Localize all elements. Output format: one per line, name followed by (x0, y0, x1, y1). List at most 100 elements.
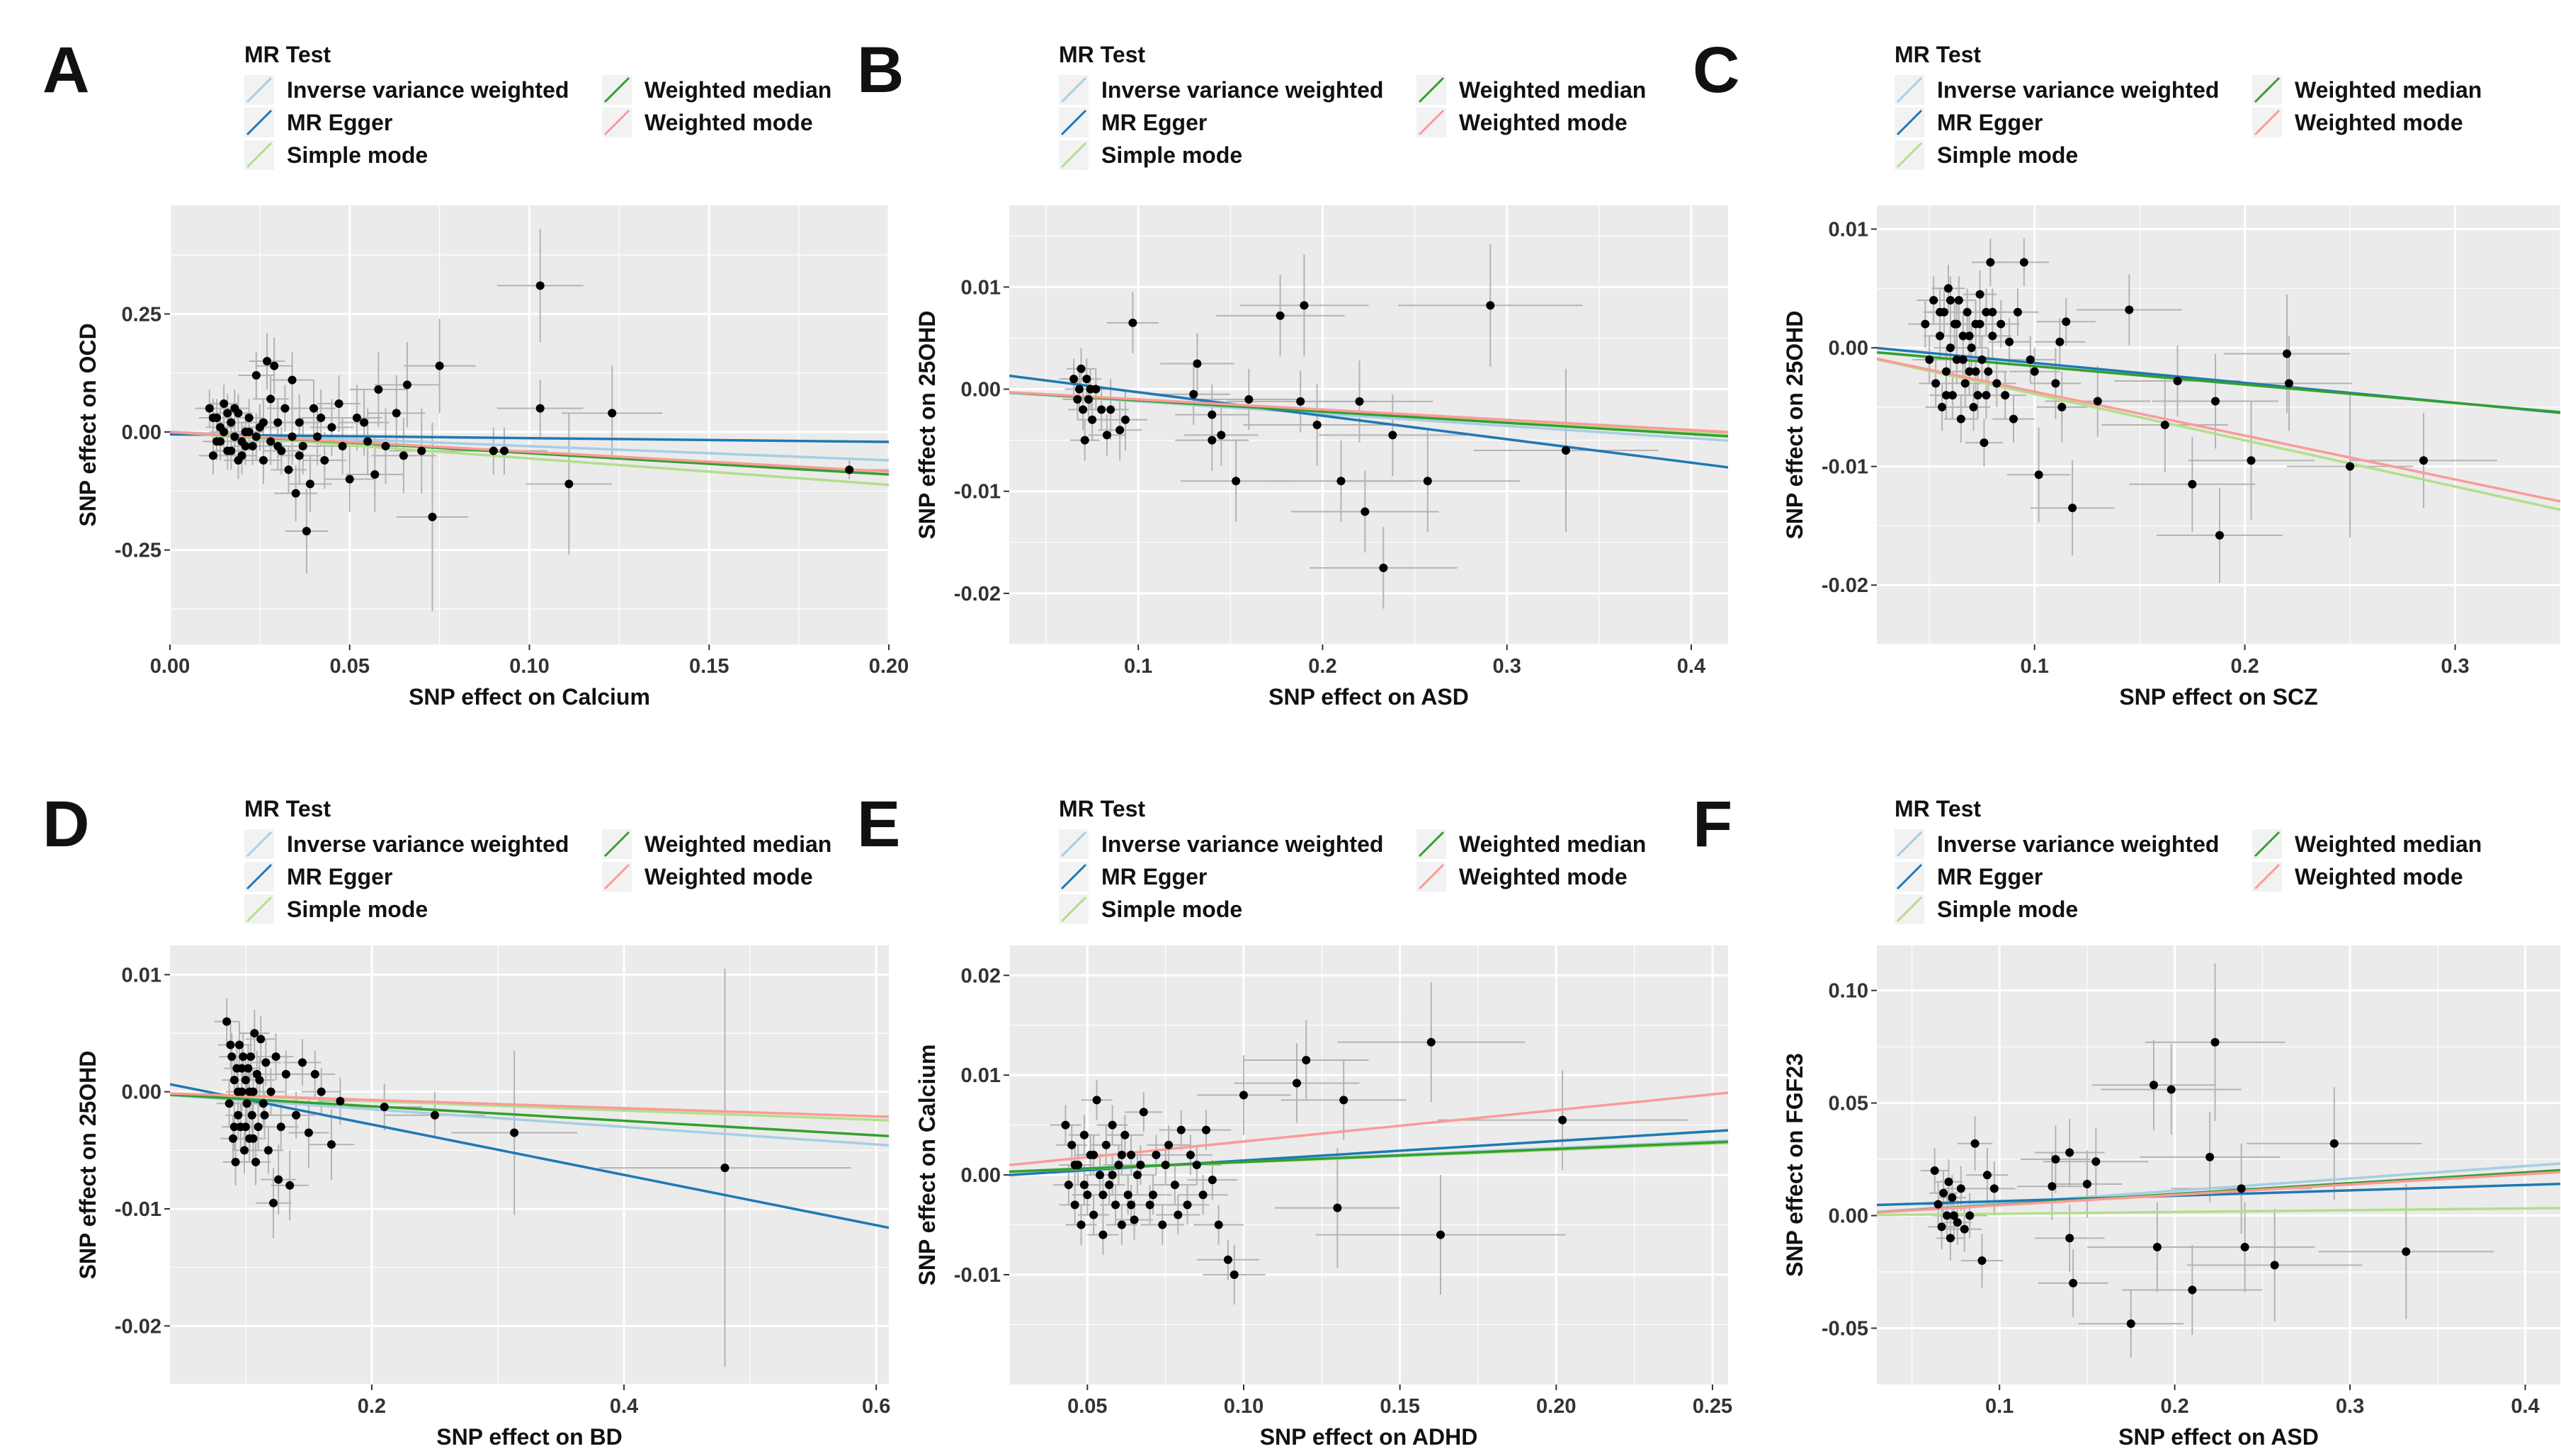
regression-line (170, 1083, 889, 1229)
legend-line (1060, 142, 1087, 169)
legend-label: Simple mode (1101, 897, 1242, 922)
data-point (1333, 1203, 1342, 1212)
data-point (1436, 1230, 1445, 1239)
legend-item: Inverse variance weighted (1895, 829, 2219, 859)
y-tick-label: 0.00 (122, 1081, 161, 1104)
points (1921, 258, 2428, 540)
data-point (1158, 1220, 1167, 1229)
legend: MR Test Inverse variance weighted MR Egger… (1059, 42, 1646, 170)
data-point (489, 446, 498, 455)
data-point (1105, 1181, 1114, 1190)
data-point (720, 1164, 729, 1173)
y-tick-label: 0.25 (122, 303, 161, 326)
data-point (1152, 1150, 1161, 1159)
data-point (1989, 1184, 1999, 1193)
data-point (1949, 1211, 1958, 1220)
legend-line (1418, 831, 1445, 858)
data-point (2001, 391, 2010, 400)
data-point (2188, 479, 2197, 489)
legend-item: Weighted median (1416, 75, 1646, 105)
data-point (1102, 431, 1111, 440)
legend-item: Simple mode (244, 894, 428, 924)
legend-item: Inverse variance weighted (244, 829, 569, 859)
regression-line (1009, 391, 1728, 433)
legend-item: Simple mode (1059, 140, 1242, 170)
data-point (2167, 1085, 2176, 1094)
x-tick-label: 0.15 (689, 655, 729, 678)
legend-label: Weighted median (1459, 831, 1646, 857)
data-point (1933, 1200, 1943, 1209)
data-point (229, 1122, 239, 1132)
data-point (1944, 1177, 1953, 1186)
x-axis-label: SNP effect on ASD (1268, 684, 1469, 710)
legend-label: MR Egger (1101, 110, 1207, 135)
legend-line (246, 76, 273, 103)
legend: MR Test Inverse variance weighted MR Egger… (1895, 42, 2482, 170)
legend-title: MR Test (1895, 796, 1981, 821)
data-point (1296, 397, 1305, 406)
data-point (2152, 1243, 2162, 1252)
legend-line (603, 831, 630, 858)
data-point (2065, 1234, 2074, 1243)
data-point (2160, 421, 2169, 429)
data-point (1098, 1230, 1108, 1239)
y-tick-label: 0.01 (1829, 219, 1868, 241)
data-point (1136, 1161, 1145, 1169)
legend-line (2254, 831, 2281, 858)
data-point (1108, 1171, 1117, 1180)
y-tick-label: -0.01 (1822, 456, 1868, 479)
data-point (1223, 1255, 1232, 1264)
y-tick-label: 0.00 (1829, 337, 1868, 360)
data-point (374, 385, 383, 394)
data-point (1980, 438, 1989, 448)
data-point (2125, 305, 2134, 314)
data-point (1937, 1222, 1946, 1232)
legend-label: MR Egger (1101, 864, 1207, 889)
data-point (352, 414, 361, 422)
data-point (1929, 296, 1938, 305)
data-point (1089, 1210, 1098, 1219)
legend-item: MR Egger (1059, 108, 1207, 137)
data-point (1956, 1184, 1965, 1193)
x-tick-label: 0.10 (509, 655, 549, 678)
data-point (234, 1110, 243, 1120)
legend-label: Simple mode (1937, 897, 2078, 922)
data-point (249, 1134, 258, 1143)
x-tick-label: 0.25 (1693, 1395, 1732, 1418)
data-point (273, 418, 283, 427)
legend-item: MR Egger (1895, 108, 2043, 137)
legend-line (246, 863, 273, 890)
data-point (2402, 1247, 2411, 1256)
legend-item: Weighted mode (602, 862, 813, 892)
data-point (251, 432, 261, 441)
axes: 0.2 0.4 0.6 -0.02 -0.01 0.00 0.01 SNP effect on… (75, 964, 890, 1450)
x-tick-label: 0.20 (1536, 1395, 1576, 1418)
data-point (1339, 1096, 1348, 1105)
legend-line (246, 109, 273, 136)
data-point (510, 1128, 519, 1137)
legend-item: Weighted median (602, 829, 831, 859)
regression-line (1009, 374, 1728, 469)
data-point (241, 1076, 250, 1085)
points (205, 281, 854, 535)
legend-line (1896, 142, 1923, 169)
y-tick-label: 0.01 (961, 276, 1001, 299)
data-point (334, 399, 343, 408)
data-point (313, 432, 322, 441)
legend-label: Weighted median (2295, 831, 2482, 857)
data-point (212, 414, 221, 422)
legend-label: Inverse variance weighted (1937, 77, 2219, 103)
panel-e: E MR Test Inverse variance weighted MR Egge… (857, 788, 1732, 1450)
data-point (1117, 1220, 1126, 1229)
data-point (1952, 355, 1961, 364)
data-point (2188, 1285, 2197, 1295)
data-layer (1009, 244, 1728, 609)
data-point (222, 1017, 232, 1026)
data-point (338, 442, 347, 450)
data-point (380, 1103, 389, 1112)
data-point (1074, 385, 1084, 394)
y-tick-label: 0.00 (961, 379, 1001, 402)
data-point (260, 1110, 269, 1120)
data-point (1312, 421, 1322, 429)
legend-item: Weighted mode (1416, 862, 1628, 892)
